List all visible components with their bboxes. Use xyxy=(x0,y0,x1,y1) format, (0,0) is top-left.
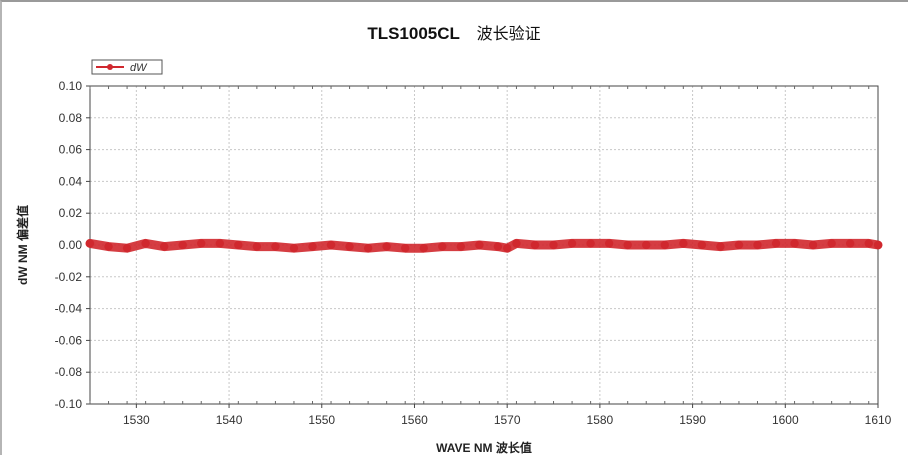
data-point xyxy=(438,242,447,251)
chart-title-main: TLS1005CL xyxy=(367,24,460,43)
data-point xyxy=(679,239,688,248)
data-point xyxy=(363,243,373,253)
y-tick-label: -0.08 xyxy=(55,365,83,379)
x-tick-label: 1590 xyxy=(679,413,706,427)
tick-layer: 0.10 0.08 0.06 0.04 0.02 0.00 -0.02 -0.04 -0.06 -… xyxy=(55,79,892,427)
data-point xyxy=(289,243,299,253)
data-point xyxy=(475,240,484,250)
data-point xyxy=(104,242,113,251)
y-tick-label: 0.08 xyxy=(59,111,83,125)
x-axis-label: WAVE NM 波长值 xyxy=(436,440,532,455)
y-axis-label: dW NM 偏差值 xyxy=(15,205,30,285)
data-point xyxy=(85,239,95,248)
data-point xyxy=(493,242,503,251)
data-point xyxy=(345,242,354,251)
legend-marker xyxy=(107,64,113,70)
data-point xyxy=(864,239,873,248)
data-point xyxy=(660,240,669,250)
data-point xyxy=(586,239,595,248)
data-point xyxy=(271,242,280,251)
legend-box xyxy=(91,59,163,75)
data-point xyxy=(512,239,521,248)
y-tick-label: -0.02 xyxy=(55,270,83,284)
data-point xyxy=(873,240,883,250)
x-tick-label: 1600 xyxy=(772,413,799,427)
data-point xyxy=(753,240,762,250)
data-point xyxy=(808,240,818,250)
data-point xyxy=(234,240,243,250)
data-point xyxy=(827,239,836,248)
data-point xyxy=(716,242,725,251)
data-point xyxy=(308,242,317,251)
y-tick-label: -0.10 xyxy=(55,397,83,411)
x-tick-label: 1610 xyxy=(865,413,892,427)
y-tick-label: 0.10 xyxy=(59,79,83,93)
data-point xyxy=(122,243,132,253)
chart-title-cn: 波长验证 xyxy=(476,24,541,43)
data-point xyxy=(252,242,262,251)
data-point xyxy=(734,240,744,250)
data-point xyxy=(623,240,632,250)
data-point xyxy=(845,239,855,248)
data-point xyxy=(567,239,577,248)
data-point xyxy=(771,239,781,248)
data-point xyxy=(697,240,707,250)
legend-label: dW xyxy=(130,62,148,74)
y-tick-label: 0.06 xyxy=(59,143,83,157)
chart-title: TLS1005CL 波长验证 xyxy=(0,20,908,44)
data-point xyxy=(530,240,540,250)
x-tick-label: 1530 xyxy=(123,413,150,427)
x-tick-label: 1540 xyxy=(216,413,243,427)
data-layer xyxy=(85,238,883,253)
data-point xyxy=(326,240,336,250)
data-point xyxy=(549,240,558,250)
y-tick-label: 0.00 xyxy=(59,238,83,252)
data-point xyxy=(215,239,224,248)
x-tick-label: 1580 xyxy=(587,413,614,427)
data-point xyxy=(790,239,799,248)
data-point xyxy=(401,243,410,253)
x-tick-label: 1560 xyxy=(401,413,428,427)
y-tick-label: -0.04 xyxy=(55,302,83,316)
data-point xyxy=(141,239,150,248)
y-tick-label: -0.06 xyxy=(55,333,83,347)
data-point xyxy=(178,240,187,250)
data-point xyxy=(456,242,466,251)
y-tick-label: 0.04 xyxy=(59,174,83,188)
data-point xyxy=(604,239,614,248)
data-point xyxy=(159,242,169,251)
data-point xyxy=(382,242,391,251)
data-point xyxy=(502,243,512,253)
y-tick-label: 0.02 xyxy=(59,206,83,220)
x-tick-label: 1550 xyxy=(308,413,335,427)
data-point xyxy=(197,239,206,248)
legend: dW xyxy=(91,59,163,75)
x-tick-label: 1570 xyxy=(494,413,521,427)
data-point xyxy=(419,243,428,253)
data-point xyxy=(642,240,651,250)
